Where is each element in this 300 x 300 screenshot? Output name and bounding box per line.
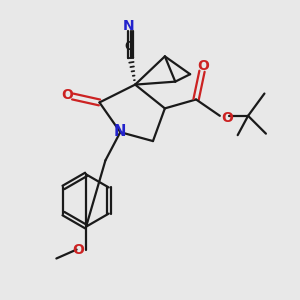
Text: O: O (198, 59, 209, 73)
Text: O: O (221, 111, 233, 125)
Text: N: N (122, 19, 134, 33)
Text: O: O (61, 88, 73, 102)
Text: N: N (113, 124, 126, 139)
Text: C: C (124, 40, 133, 53)
Text: O: O (72, 243, 84, 257)
